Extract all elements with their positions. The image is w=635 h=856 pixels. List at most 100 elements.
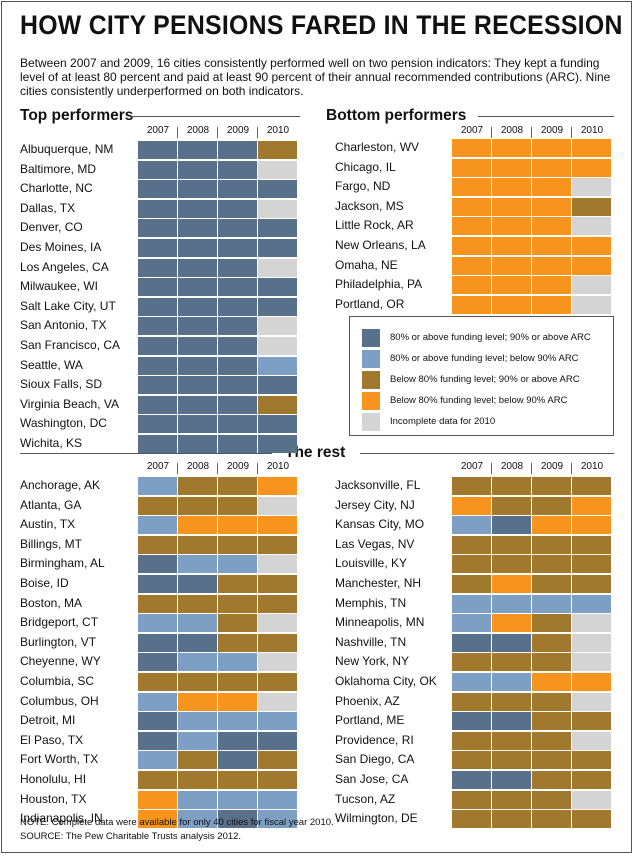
- year-label: 2007: [146, 125, 170, 136]
- cell-2009: [532, 575, 571, 593]
- cell-2007: [138, 496, 177, 515]
- cell-2008: [178, 516, 217, 535]
- table-row: Chicago, IL: [335, 157, 612, 177]
- table-row: Detroit, MI: [20, 710, 298, 731]
- cell-2010: [572, 575, 611, 593]
- cell-2009: [532, 751, 571, 770]
- table-row: Albuquerque, NM: [20, 139, 298, 159]
- cell-2007: [452, 158, 491, 177]
- table-row: Los Angeles, CA: [20, 257, 298, 277]
- legend-label: 80% or above funding level; 90% or above…: [390, 332, 591, 343]
- cell-2008: [178, 575, 217, 593]
- cell-2009: [218, 575, 257, 593]
- year-label: 2009: [540, 461, 564, 472]
- city-label: Columbia, SC: [20, 674, 95, 688]
- cell-2009: [532, 158, 571, 177]
- cell-2009: [218, 317, 257, 336]
- cell-2010: [258, 258, 297, 277]
- year-separator: [491, 127, 492, 138]
- cell-2009: [532, 712, 571, 731]
- year-label: 2010: [580, 125, 604, 136]
- cell-2010: [572, 496, 611, 515]
- cell-2008: [492, 673, 531, 691]
- table-row: Boston, MA: [20, 593, 298, 613]
- city-label: Birmingham, AL: [20, 556, 105, 571]
- cell-2009: [218, 160, 257, 179]
- cell-2010: [572, 653, 611, 672]
- year-label: 2008: [500, 461, 524, 472]
- cell-2010: [258, 278, 297, 297]
- rest-right-year-header: 2007 2008 2009 2010: [452, 461, 612, 475]
- cell-2010: [572, 673, 611, 691]
- city-label: Philadelphia, PA: [335, 277, 423, 292]
- cell-2009: [218, 614, 257, 633]
- cell-2008: [178, 435, 217, 453]
- top-performers-year-header: 2007 2008 2009 2010: [138, 125, 298, 139]
- table-row: Charleston, WV: [335, 137, 612, 157]
- city-label: Wichita, KS: [20, 436, 83, 450]
- cell-2010: [572, 158, 611, 177]
- city-label: Seattle, WA: [20, 357, 83, 372]
- cell-2009: [532, 237, 571, 255]
- city-label: Bridgeport, CT: [20, 615, 99, 630]
- table-row: Columbus, OH: [20, 691, 298, 711]
- city-label: Portland, ME: [335, 713, 405, 728]
- city-label: Billings, MT: [20, 536, 83, 551]
- cell-2009: [218, 810, 257, 829]
- table-row: San Jose, CA: [335, 769, 612, 789]
- city-label: Jersey City, NJ: [335, 497, 415, 512]
- table-row: Boise, ID: [20, 573, 298, 593]
- cell-2007: [138, 141, 177, 159]
- cell-2009: [218, 692, 257, 711]
- city-label: Jackson, MS: [335, 198, 404, 213]
- cell-2009: [218, 771, 257, 789]
- table-row: Charlotte, NC: [20, 178, 298, 199]
- table-row: El Paso, TX: [20, 730, 298, 750]
- cell-2009: [218, 435, 257, 453]
- table-row: Wilmington, DE: [335, 808, 612, 829]
- cell-2008: [178, 751, 217, 770]
- cell-2010: [572, 139, 611, 157]
- cell-2007: [452, 731, 491, 750]
- intro-text: Between 2007 and 2009, 16 cities consist…: [20, 56, 611, 98]
- cell-2009: [532, 178, 571, 197]
- year-label: 2009: [540, 125, 564, 136]
- cell-2008: [492, 217, 531, 236]
- table-row: Cheyenne, WY: [20, 651, 298, 672]
- year-separator: [257, 127, 258, 138]
- cell-2008: [492, 810, 531, 829]
- cell-2008: [492, 555, 531, 574]
- city-label: Chicago, IL: [335, 159, 396, 174]
- city-label: Nashville, TN: [335, 634, 407, 649]
- cell-2007: [138, 317, 177, 336]
- cell-2009: [218, 496, 257, 515]
- city-label: Cheyenne, WY: [20, 654, 101, 669]
- cell-2007: [138, 356, 177, 375]
- cell-2007: [138, 771, 177, 789]
- city-label: New York, NY: [335, 654, 410, 669]
- city-label: San Antonio, TX: [20, 318, 107, 333]
- cell-2009: [218, 219, 257, 238]
- chart-title: HOW CITY PENSIONS FARED IN THE RECESSION: [20, 10, 623, 40]
- cell-2007: [452, 673, 491, 691]
- year-label: 2007: [460, 461, 484, 472]
- cell-2008: [178, 712, 217, 731]
- table-row: Jacksonville, FL: [335, 475, 612, 495]
- table-row: Milwaukee, WI: [20, 276, 298, 297]
- cell-2007: [138, 712, 177, 731]
- cell-2009: [532, 614, 571, 633]
- cell-2009: [532, 477, 571, 495]
- year-label: 2008: [186, 125, 210, 136]
- cell-2010: [258, 496, 297, 515]
- cell-2010: [572, 295, 611, 314]
- legend-swatch: [362, 371, 380, 389]
- city-label: Charleston, WV: [335, 140, 420, 154]
- cell-2007: [138, 435, 177, 453]
- year-separator: [571, 127, 572, 138]
- cell-2007: [452, 614, 491, 633]
- cell-2009: [218, 731, 257, 750]
- table-row: Baltimore, MD: [20, 159, 298, 179]
- table-row: Providence, RI: [335, 730, 612, 750]
- city-label: El Paso, TX: [20, 732, 84, 747]
- cell-2008: [178, 376, 217, 395]
